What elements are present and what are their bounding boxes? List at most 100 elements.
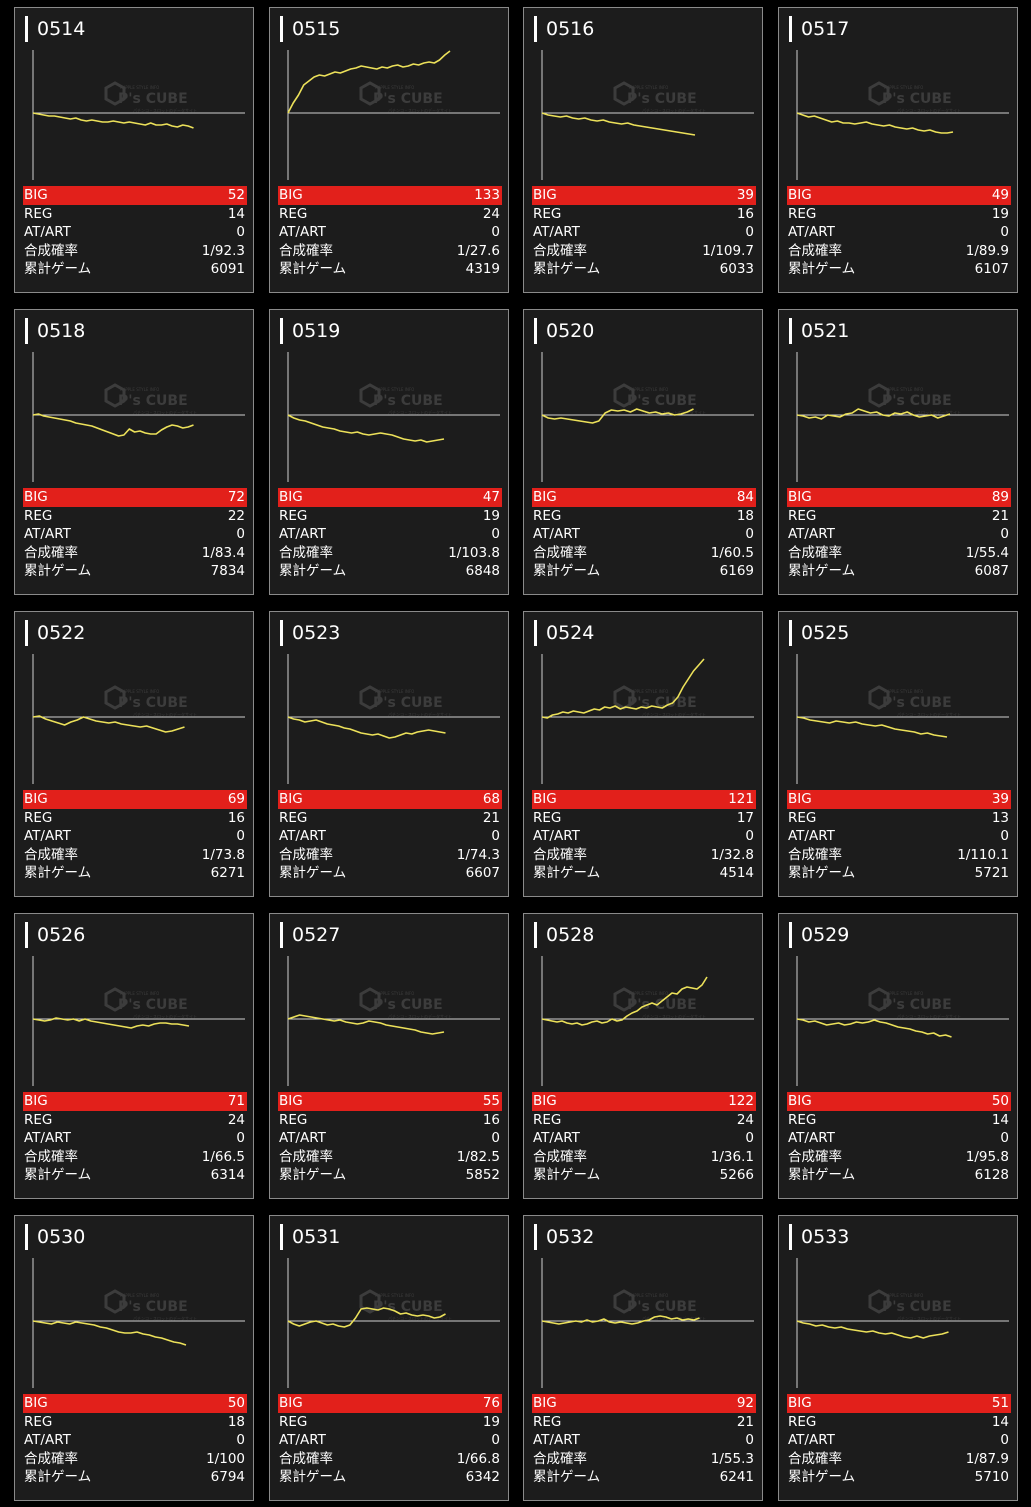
big-label: BIG [279,1093,303,1109]
big-label: BIG [24,1395,48,1411]
machine-card[interactable]: 0523 PUPPLE STYLE INFO P's CUBE パチンコ・スロッ… [269,611,509,897]
prob-value: 1/74.3 [456,846,500,863]
games-label: 累計ゲーム [24,261,92,278]
machine-card[interactable]: 0527 PUPPLE STYLE INFO P's CUBE パチンコ・スロッ… [269,913,509,1199]
watermark-line1: PUPPLE STYLE INFO [884,689,923,694]
machine-card[interactable]: 0522 PUPPLE STYLE INFO P's CUBE パチンコ・スロッ… [14,611,254,897]
atart-label: AT/ART [24,526,71,543]
games-label: 累計ゲーム [24,865,92,882]
reg-value: 16 [227,809,245,826]
machine-number: 0514 [25,16,85,42]
prob-label: 合成確率 [279,1450,333,1467]
machine-card[interactable]: 0520 PUPPLE STYLE INFO P's CUBE パチンコ・スロッ… [523,309,763,595]
atart-value: 0 [745,828,754,845]
machine-card[interactable]: 0519 PUPPLE STYLE INFO P's CUBE パチンコ・スロッ… [269,309,509,595]
machine-card[interactable]: 0518 PUPPLE STYLE INFO P's CUBE パチンコ・スロッ… [14,309,254,595]
cube-icon [104,987,126,1012]
games-label: 累計ゲーム [24,1167,92,1184]
atart-value: 0 [491,1130,500,1147]
watermark-line1: PUPPLE STYLE INFO [375,689,414,694]
machine-card[interactable]: 0515 PUPPLE STYLE INFO P's CUBE パチンコ・スロッ… [269,7,509,293]
machine-card[interactable]: 0533 PUPPLE STYLE INFO P's CUBE パチンコ・スロッ… [778,1215,1018,1501]
machine-card[interactable]: 0532 PUPPLE STYLE INFO P's CUBE パチンコ・スロッ… [523,1215,763,1501]
games-label: 累計ゲーム [279,1167,347,1184]
stat-row-reg: REG 16 [532,205,756,224]
machine-card[interactable]: 0517 PUPPLE STYLE INFO P's CUBE パチンコ・スロッ… [778,7,1018,293]
stat-row-reg: REG 19 [278,1413,502,1432]
cube-icon [359,987,381,1012]
watermark-line1: PUPPLE STYLE INFO [120,387,159,392]
stat-row-prob: 合成確率 1/55.3 [532,1450,756,1469]
stat-row-reg: REG 19 [278,507,502,526]
prob-value: 1/55.4 [965,544,1009,561]
machine-number: 0516 [534,16,594,42]
machine-number: 0522 [25,620,85,646]
stat-row-big: BIG 50 [787,1092,1011,1111]
big-value: 121 [728,791,754,807]
machine-card[interactable]: 0529 PUPPLE STYLE INFO P's CUBE パチンコ・スロッ… [778,913,1018,1199]
watermark-brand: P's CUBE [373,1299,443,1315]
big-value: 39 [991,791,1009,807]
slump-graph: PUPPLE STYLE INFO P's CUBE パチンコ・スロットのデータ… [32,352,245,482]
slump-graph: PUPPLE STYLE INFO P's CUBE パチンコ・スロットのデータ… [32,654,245,784]
games-value: 5710 [974,1469,1009,1486]
big-value: 89 [991,489,1009,505]
stat-row-atart: AT/ART 0 [532,1129,756,1148]
games-value: 5852 [465,1167,500,1184]
machine-card[interactable]: 0521 PUPPLE STYLE INFO P's CUBE パチンコ・スロッ… [778,309,1018,595]
machine-card[interactable]: 0514 PUPPLE STYLE INFO P's CUBE パチンコ・スロッ… [14,7,254,293]
watermark-brand: P's CUBE [627,997,697,1013]
machine-card[interactable]: 0516 PUPPLE STYLE INFO P's CUBE パチンコ・スロッ… [523,7,763,293]
big-label: BIG [788,791,812,807]
cube-icon [613,685,635,710]
machine-card[interactable]: 0531 PUPPLE STYLE INFO P's CUBE パチンコ・スロッ… [269,1215,509,1501]
stats-table: BIG 72 REG 22 AT/ART 0 合成確率 1/83.4 累計ゲーム… [23,488,247,581]
machine-card[interactable]: 0530 PUPPLE STYLE INFO P's CUBE パチンコ・スロッ… [14,1215,254,1501]
machine-card[interactable]: 0528 PUPPLE STYLE INFO P's CUBE パチンコ・スロッ… [523,913,763,1199]
watermark-line1: PUPPLE STYLE INFO [120,689,159,694]
prob-label: 合成確率 [279,242,333,259]
atart-label: AT/ART [533,224,580,241]
graph-line [32,1320,187,1346]
big-value: 122 [728,1093,754,1109]
watermark-brand: P's CUBE [882,91,952,107]
watermark-line1: PUPPLE STYLE INFO [629,991,668,996]
atart-value: 0 [745,1130,754,1147]
machine-card[interactable]: 0525 PUPPLE STYLE INFO P's CUBE パチンコ・スロッ… [778,611,1018,897]
watermark-brand: P's CUBE [627,1299,697,1315]
reg-value: 21 [736,1413,754,1430]
machine-card[interactable]: 0524 PUPPLE STYLE INFO P's CUBE パチンコ・スロッ… [523,611,763,897]
stat-row-games: 累計ゲーム 6848 [278,562,502,581]
machine-card[interactable]: 0526 PUPPLE STYLE INFO P's CUBE パチンコ・スロッ… [14,913,254,1199]
watermark-line1: PUPPLE STYLE INFO [375,1293,414,1298]
slump-graph: PUPPLE STYLE INFO P's CUBE パチンコ・スロットのデータ… [796,1258,1009,1388]
stats-table: BIG 39 REG 13 AT/ART 0 合成確率 1/110.1 累計ゲー… [787,790,1011,883]
cube-icon [104,685,126,710]
cube-icon [613,1289,635,1314]
stat-row-big: BIG 84 [532,488,756,507]
games-value: 6033 [719,261,754,278]
prob-value: 1/95.8 [965,1148,1009,1165]
stat-row-prob: 合成確率 1/87.9 [787,1450,1011,1469]
watermark-line3: パチンコ・スロットのデータサイト [133,1315,197,1321]
stat-row-atart: AT/ART 0 [787,827,1011,846]
prob-value: 1/100 [206,1450,245,1467]
stat-row-atart: AT/ART 0 [278,223,502,242]
stat-row-prob: 合成確率 1/66.8 [278,1450,502,1469]
watermark-line3: パチンコ・スロットのデータサイト [388,1315,452,1321]
prob-value: 1/55.3 [710,1450,754,1467]
stat-row-reg: REG 21 [532,1413,756,1432]
graph-line [796,716,948,738]
cube-icon [104,383,126,408]
reg-value: 14 [991,1111,1009,1128]
watermark-line1: PUPPLE STYLE INFO [375,85,414,90]
stats-table: BIG 84 REG 18 AT/ART 0 合成確率 1/60.5 累計ゲーム… [532,488,756,581]
stat-row-reg: REG 13 [787,809,1011,828]
stat-row-atart: AT/ART 0 [23,1431,247,1450]
big-label: BIG [533,187,557,203]
slump-graph: PUPPLE STYLE INFO P's CUBE パチンコ・スロットのデータ… [287,654,500,784]
machine-number: 0530 [25,1224,85,1250]
stat-row-reg: REG 21 [787,507,1011,526]
stat-row-reg: REG 19 [787,205,1011,224]
big-label: BIG [279,791,303,807]
